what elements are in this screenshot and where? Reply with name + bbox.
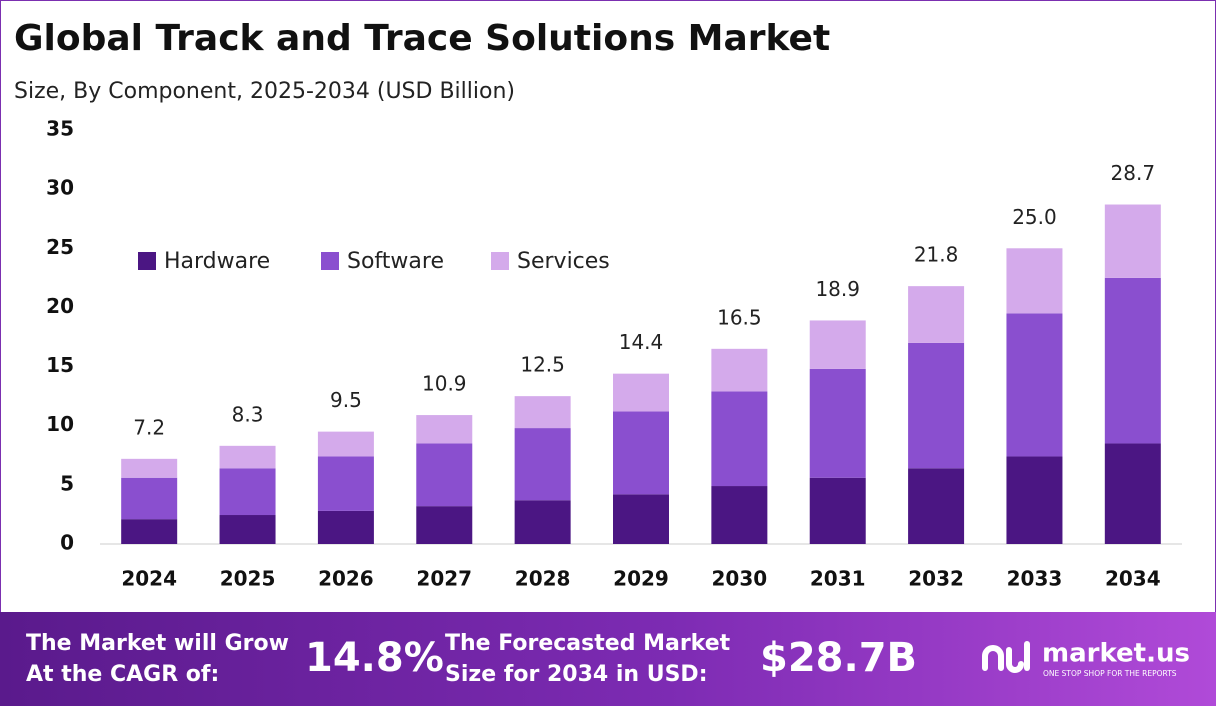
chart-subtitle: Size, By Component, 2025-2034 (USD Billi… (14, 79, 515, 104)
bar-segment (908, 286, 965, 343)
legend-swatch (321, 252, 339, 270)
legend-label: Hardware (164, 249, 270, 274)
x-tick-label: 2024 (121, 567, 177, 591)
y-tick-label: 0 (60, 531, 74, 555)
y-tick-label: 35 (46, 117, 74, 141)
bar-segment (1104, 443, 1161, 544)
bar-segment (1006, 248, 1063, 314)
y-tick-label: 10 (46, 412, 74, 436)
bar-segment (613, 494, 669, 544)
bar-segment (514, 428, 571, 501)
y-tick-label: 20 (46, 294, 74, 318)
x-tick-label: 2031 (810, 567, 866, 591)
y-tick-label: 5 (60, 471, 74, 495)
forecast-label: Size for 2034 in USD: (445, 662, 708, 687)
bar-segment (1006, 313, 1063, 457)
cagr-label: At the CAGR of: (26, 662, 219, 687)
brand-tagline: ONE STOP SHOP FOR THE REPORTS (1043, 669, 1177, 678)
bar-segment (121, 458, 178, 478)
legend-label: Services (517, 249, 610, 274)
bar-segment (613, 373, 669, 412)
x-tick-label: 2032 (908, 567, 964, 591)
bar-segment (1104, 204, 1161, 278)
bar-segment (711, 348, 768, 392)
brand-name: market.us (1042, 639, 1190, 669)
bar-segment (317, 510, 374, 544)
total-label: 25.0 (1012, 205, 1057, 229)
total-label: 16.5 (717, 305, 762, 329)
bar-segment (416, 506, 473, 544)
forecast-label: The Forecasted Market (445, 631, 731, 656)
x-tick-label: 2030 (712, 567, 768, 591)
x-tick-label: 2025 (220, 567, 276, 591)
bar-segment (416, 415, 473, 444)
total-label: 28.7 (1111, 161, 1156, 185)
x-tick-label: 2029 (613, 567, 669, 591)
total-label: 10.9 (422, 372, 467, 396)
legend-swatch (138, 252, 156, 270)
total-label: 18.9 (815, 277, 860, 301)
chart-title: Global Track and Trace Solutions Market (14, 18, 830, 59)
bar-segment (121, 519, 178, 544)
footer-band (0, 612, 1216, 706)
bar-segment (219, 468, 276, 516)
bar-segment (711, 486, 768, 544)
total-label: 21.8 (914, 243, 959, 267)
x-tick-label: 2026 (318, 567, 374, 591)
y-tick-label: 30 (46, 176, 74, 200)
bar-segment (317, 456, 374, 511)
x-tick-label: 2028 (515, 567, 571, 591)
legend-label: Software (347, 249, 444, 274)
total-label: 12.5 (520, 353, 565, 377)
x-tick-label: 2034 (1105, 567, 1161, 591)
bar-segment (711, 391, 768, 487)
bar-segment (809, 320, 866, 369)
total-label: 7.2 (133, 415, 165, 439)
bar-segment (121, 477, 178, 520)
x-tick-label: 2027 (416, 567, 472, 591)
bar-segment (514, 396, 571, 429)
x-tick-label: 2033 (1007, 567, 1063, 591)
total-label: 8.3 (232, 402, 264, 426)
total-label: 14.4 (619, 330, 664, 354)
bar-segment (416, 443, 473, 507)
total-label: 9.5 (330, 388, 362, 412)
cagr-label: The Market will Grow (26, 631, 289, 656)
bar-segment (908, 468, 965, 544)
bar-segment (908, 342, 965, 469)
legend-swatch (491, 252, 509, 270)
bar-segment (809, 477, 866, 544)
y-tick-label: 15 (46, 353, 74, 377)
bar-segment (317, 431, 374, 457)
bar-segment (1104, 277, 1161, 444)
y-tick-label: 25 (46, 235, 74, 259)
bar-segment (219, 445, 276, 469)
bar-segment (809, 368, 866, 478)
forecast-value: $28.7B (760, 635, 917, 681)
bar-segment (613, 411, 669, 495)
bar-segment (514, 500, 571, 544)
brand-logo (982, 641, 1030, 673)
bar-segment (219, 515, 276, 544)
cagr-value: 14.8% (305, 635, 444, 681)
bar-segment (1006, 456, 1063, 544)
